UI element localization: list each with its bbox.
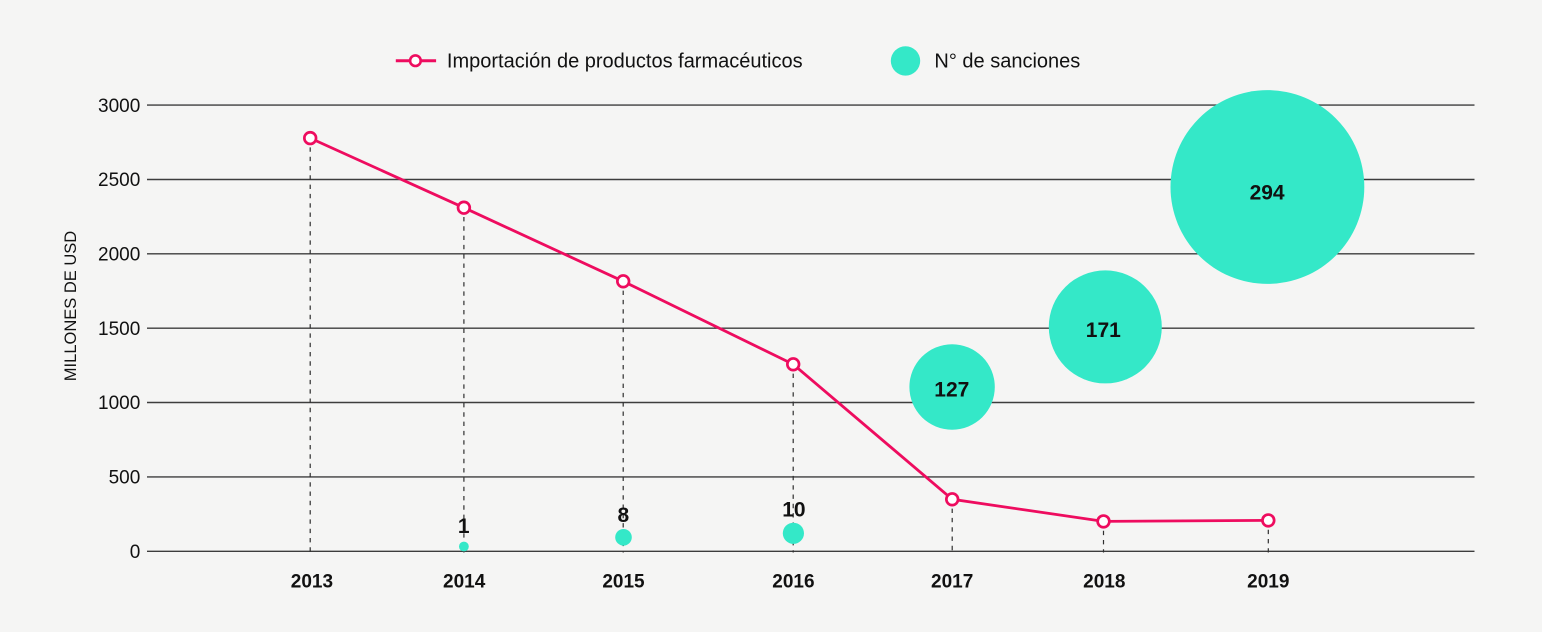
svg-text:127: 127 xyxy=(934,379,969,402)
svg-text:2000: 2000 xyxy=(98,245,140,266)
svg-text:N° de sanciones: N° de sanciones xyxy=(934,51,1080,73)
svg-text:1500: 1500 xyxy=(98,319,140,340)
svg-text:294: 294 xyxy=(1250,182,1285,205)
svg-text:MILLONES DE USD: MILLONES DE USD xyxy=(62,231,80,381)
svg-text:2500: 2500 xyxy=(98,170,140,191)
svg-text:2017: 2017 xyxy=(931,571,973,592)
svg-text:1: 1 xyxy=(458,515,470,538)
svg-text:500: 500 xyxy=(109,468,141,489)
svg-text:8: 8 xyxy=(618,504,630,527)
svg-text:Importación de productos farma: Importación de productos farmacéuticos xyxy=(447,51,803,73)
svg-text:3000: 3000 xyxy=(98,96,140,117)
svg-text:2014: 2014 xyxy=(443,571,486,592)
svg-text:2018: 2018 xyxy=(1083,571,1125,592)
svg-text:2019: 2019 xyxy=(1247,571,1289,592)
svg-text:2016: 2016 xyxy=(772,571,814,592)
svg-text:2013: 2013 xyxy=(291,571,333,592)
svg-text:10: 10 xyxy=(782,498,805,521)
svg-text:2015: 2015 xyxy=(602,571,645,592)
svg-text:0: 0 xyxy=(130,542,141,563)
svg-text:1000: 1000 xyxy=(98,393,140,414)
svg-text:171: 171 xyxy=(1086,319,1121,342)
